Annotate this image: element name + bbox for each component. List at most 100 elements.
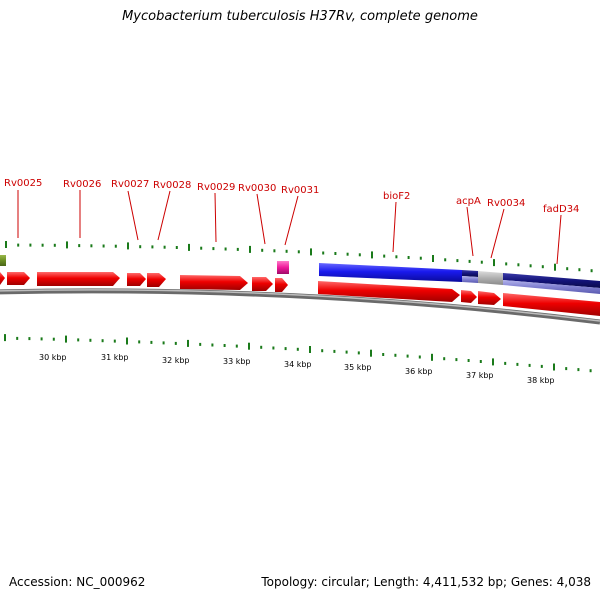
- minor-tick: [236, 247, 239, 251]
- minor-tick: [150, 340, 153, 344]
- minor-tick: [90, 244, 93, 248]
- minor-tick: [357, 351, 360, 355]
- minor-tick: [89, 338, 92, 342]
- minor-tick: [565, 367, 568, 371]
- cds-arrow: [503, 293, 600, 316]
- minor-tick: [102, 244, 105, 248]
- minor-tick: [394, 353, 397, 357]
- minor-tick: [53, 243, 56, 247]
- minor-tick: [383, 254, 386, 258]
- cds-arrow: [461, 290, 477, 303]
- minor-tick: [382, 353, 385, 356]
- major-tick: [553, 363, 555, 371]
- feature-lavender: [462, 276, 478, 283]
- feature-navy: [462, 270, 478, 277]
- minor-tick: [17, 243, 20, 247]
- minor-tick: [139, 245, 142, 249]
- scale-label: 32 kbp: [162, 356, 190, 365]
- minor-tick: [272, 346, 275, 350]
- major-tick: [127, 242, 129, 250]
- major-tick: [492, 358, 494, 366]
- lower-tick-track: [4, 334, 592, 373]
- major-tick: [4, 334, 6, 342]
- minor-tick: [321, 349, 324, 353]
- scale-label: 31 kbp: [101, 353, 129, 362]
- gene-label: Rv0027: [111, 179, 149, 190]
- minor-tick: [504, 361, 507, 365]
- minor-tick: [162, 341, 165, 345]
- map-title: Mycobacterium tuberculosis H37Rv, comple…: [122, 9, 478, 24]
- major-tick: [432, 255, 434, 262]
- minor-tick: [419, 256, 422, 260]
- minor-tick: [444, 258, 447, 262]
- minor-tick: [467, 359, 470, 362]
- accession-text: Accession: NC_000962: [9, 575, 146, 589]
- minor-tick: [175, 246, 178, 249]
- minor-tick: [480, 260, 483, 264]
- major-tick: [371, 251, 373, 259]
- feature-magenta: [277, 261, 289, 274]
- minor-tick: [212, 247, 215, 251]
- scale-label: 35 kbp: [344, 363, 372, 372]
- cds-arrow: [147, 273, 166, 287]
- scale-label: 30 kbp: [39, 353, 67, 362]
- gene-label: Rv0030: [238, 183, 276, 194]
- minor-tick: [407, 256, 410, 259]
- minor-tick: [479, 360, 482, 363]
- minor-tick: [174, 341, 177, 345]
- gene-label: bioF2: [383, 191, 410, 202]
- major-tick: [309, 346, 311, 353]
- label-leaders: [17, 190, 562, 265]
- minor-tick: [529, 264, 532, 268]
- feature-blue: [319, 263, 462, 282]
- scale-label: 38 kbp: [527, 376, 555, 385]
- major-tick: [554, 263, 556, 271]
- minor-tick: [138, 340, 141, 344]
- minor-tick: [211, 343, 214, 347]
- minor-tick: [578, 268, 581, 272]
- minor-tick: [528, 363, 531, 367]
- minor-tick: [77, 338, 80, 342]
- feature-olive: [0, 255, 6, 266]
- minor-tick: [505, 262, 508, 266]
- minor-tick: [16, 336, 19, 340]
- minor-tick: [52, 337, 55, 341]
- major-tick: [65, 335, 67, 343]
- minor-tick: [333, 349, 336, 353]
- minor-tick: [296, 347, 299, 351]
- major-tick: [187, 339, 189, 347]
- cds-arrow: [478, 291, 501, 305]
- gene-label: fadD34: [543, 204, 579, 215]
- minor-tick: [284, 347, 287, 351]
- genome-backbone: [0, 288, 600, 325]
- minor-tick: [260, 345, 263, 349]
- major-tick: [249, 245, 251, 253]
- cds-arrow: [37, 272, 120, 286]
- genome-backbone-highlight: [0, 289, 600, 322]
- major-tick: [248, 342, 250, 350]
- major-tick: [5, 241, 7, 248]
- gene-label: Rv0034: [487, 198, 525, 209]
- minor-tick: [577, 368, 580, 372]
- cds-arrow: [127, 273, 146, 286]
- minor-tick: [566, 267, 569, 271]
- upper-tick-track: [5, 241, 593, 273]
- minor-tick: [346, 252, 349, 256]
- minor-tick: [541, 265, 544, 269]
- minor-tick: [28, 337, 31, 341]
- scale-label: 37 kbp: [466, 371, 494, 380]
- major-tick: [431, 353, 433, 361]
- minor-tick: [589, 369, 592, 373]
- cds-arrow: [0, 272, 5, 285]
- minor-tick: [455, 358, 458, 362]
- minor-tick: [224, 247, 227, 251]
- minor-tick: [297, 250, 300, 254]
- minor-tick: [151, 245, 154, 249]
- minor-tick: [406, 354, 409, 358]
- major-tick: [493, 259, 495, 267]
- minor-tick: [200, 246, 203, 250]
- cds-arrow: [7, 272, 30, 285]
- minor-tick: [223, 344, 226, 347]
- minor-tick: [322, 251, 325, 255]
- minor-tick: [443, 357, 446, 361]
